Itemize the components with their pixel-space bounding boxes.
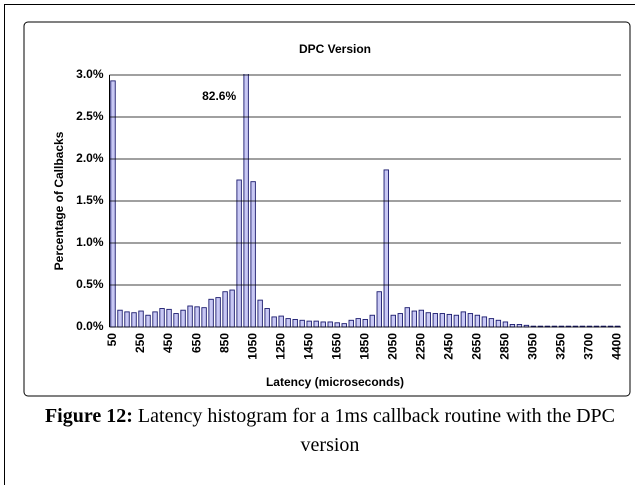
bar	[250, 181, 256, 328]
bar	[187, 305, 193, 328]
bar	[110, 80, 116, 328]
chart-border	[23, 21, 631, 397]
bar	[201, 307, 207, 328]
y-tick-label: 2.5%	[76, 109, 104, 123]
bar	[320, 321, 326, 328]
y-tick-label: 1.5%	[76, 193, 104, 207]
x-tick-label: 2050	[385, 333, 399, 360]
bar	[411, 310, 417, 328]
bar	[334, 322, 340, 328]
bar	[299, 319, 305, 328]
figure-frame	[4, 4, 635, 485]
bar	[453, 314, 460, 328]
bar	[292, 318, 298, 328]
chart-title: DPC Version	[299, 42, 371, 56]
y-tick-label: 1.0%	[76, 235, 104, 249]
x-tick-label: 450	[161, 333, 175, 353]
x-tick-label: 1050	[245, 333, 259, 360]
x-tick-label: 3250	[554, 333, 568, 360]
bar	[376, 291, 382, 328]
value-label: 82.6%	[202, 89, 236, 103]
bar	[180, 309, 186, 328]
bar	[495, 319, 502, 328]
bar	[383, 169, 389, 328]
x-tick-label: 1650	[329, 333, 343, 360]
bar	[285, 318, 291, 328]
bar	[460, 311, 467, 328]
bar	[481, 316, 488, 328]
x-tick-label: 50	[105, 333, 119, 347]
bar	[271, 316, 277, 328]
bar	[397, 313, 403, 328]
bar	[215, 297, 221, 328]
bar	[131, 312, 137, 328]
bar	[327, 321, 333, 328]
x-tick-label: 850	[217, 333, 231, 353]
caption-label: Figure 12:	[44, 405, 133, 427]
bar	[236, 179, 242, 328]
bar	[229, 289, 235, 328]
bar	[474, 314, 481, 328]
bar	[264, 308, 270, 328]
bar	[362, 318, 368, 328]
bar	[446, 313, 453, 328]
bar	[313, 320, 319, 328]
x-tick-label: 250	[133, 333, 147, 353]
y-tick-label: 0.0%	[76, 319, 104, 333]
bar	[152, 311, 158, 328]
x-tick-label: 2850	[498, 333, 512, 360]
bar	[138, 310, 144, 328]
y-tick-label: 3.0%	[76, 67, 104, 81]
bar	[222, 291, 228, 328]
caption-text: Latency histogram for a 1ms callback rou…	[137, 405, 616, 456]
bar	[502, 321, 509, 328]
bar	[145, 314, 151, 328]
bar	[208, 298, 214, 328]
y-tick-label: 2.0%	[76, 151, 104, 165]
bar	[369, 314, 375, 328]
bar	[348, 319, 354, 328]
chart: DPC Version Latency (microseconds) Perce…	[23, 21, 631, 397]
x-tick-label: 2650	[470, 333, 484, 360]
x-tick-label: 2250	[413, 333, 427, 360]
bar	[425, 312, 432, 328]
x-tick-label: 2450	[442, 333, 456, 360]
bar	[166, 308, 172, 328]
y-axis-title: Percentage of Callbacks	[52, 131, 66, 270]
x-tick-label: 1450	[301, 333, 315, 360]
x-tick-label: 3050	[526, 333, 540, 360]
x-tick-label: 650	[189, 333, 203, 353]
y-tick-label: 0.5%	[76, 277, 104, 291]
bars	[110, 74, 621, 328]
bar	[488, 318, 495, 328]
x-tick-label: 3700	[582, 333, 596, 360]
bar	[306, 320, 312, 328]
bar	[404, 307, 410, 328]
bar	[439, 313, 446, 328]
caption: Figure 12: Latency histogram for a 1ms c…	[40, 402, 620, 460]
x-tick-label: 1250	[273, 333, 287, 360]
x-tick-label: 1850	[357, 333, 371, 360]
bar	[418, 309, 424, 328]
bar	[124, 311, 130, 328]
bar	[467, 313, 474, 328]
bar	[243, 74, 249, 328]
bar	[194, 306, 200, 328]
bar	[257, 299, 263, 328]
bar	[390, 314, 396, 328]
bar	[432, 313, 439, 328]
bar	[341, 323, 347, 328]
bar	[173, 313, 179, 328]
x-tick-label: 4400	[610, 333, 624, 360]
bar	[355, 318, 361, 328]
bar	[117, 309, 123, 328]
bar	[159, 308, 165, 328]
x-axis-title: Latency (microseconds)	[266, 375, 404, 389]
bar	[278, 315, 284, 328]
